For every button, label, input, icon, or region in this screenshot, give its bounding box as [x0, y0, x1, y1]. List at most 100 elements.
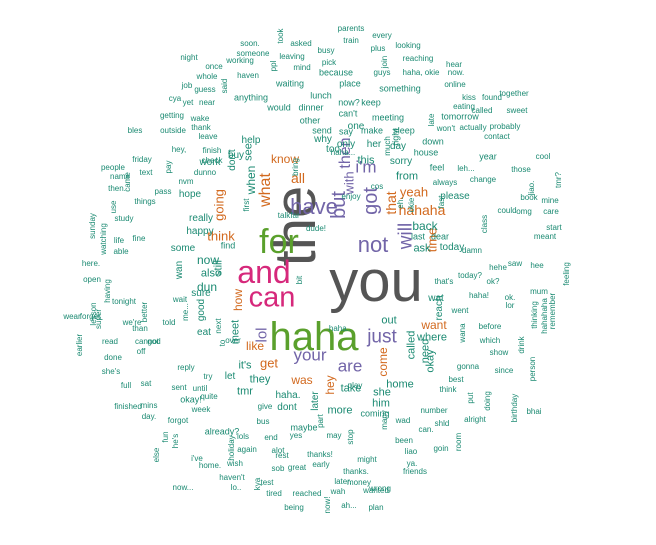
word-cloud-word: finish — [202, 146, 222, 155]
word-cloud-word: ask — [413, 242, 431, 255]
word-cloud-word: send — [312, 125, 332, 136]
word-cloud-word: forgot — [167, 416, 189, 425]
word-cloud-word: those — [511, 165, 531, 174]
word-cloud-word: next — [214, 318, 223, 334]
word-cloud-word: parents — [337, 24, 365, 33]
word-cloud-word: me... — [181, 303, 190, 321]
word-cloud-word: been — [395, 436, 413, 445]
word-cloud-word: because — [318, 67, 354, 78]
word-cloud-word: start — [546, 223, 562, 232]
word-cloud-word: how — [231, 288, 245, 312]
word-cloud-word: then. — [108, 184, 126, 193]
word-cloud-word: already? — [204, 426, 240, 437]
word-cloud-word: yeah — [399, 184, 429, 200]
word-cloud-word: eating — [453, 102, 475, 111]
word-cloud-word: too — [326, 144, 340, 155]
word-cloud-word: tonight — [111, 297, 137, 306]
word-cloud-word: sunday — [88, 213, 97, 239]
word-cloud-word: hahahaha — [540, 298, 549, 334]
word-cloud-word: sob — [271, 464, 285, 473]
word-cloud-word: friday — [132, 155, 152, 164]
word-cloud-word: full — [120, 381, 132, 390]
word-cloud-word: omg — [516, 207, 532, 216]
word-cloud-word: all — [290, 170, 306, 186]
word-cloud-word: she — [373, 386, 391, 399]
word-cloud-word: keep — [361, 97, 381, 108]
word-cloud-word: put — [466, 392, 475, 404]
word-cloud-word: train — [343, 36, 359, 45]
word-cloud-word: lols — [236, 432, 250, 441]
word-cloud-word: week — [191, 405, 211, 414]
word-cloud-word: happy — [186, 226, 214, 237]
word-cloud-word: hehe — [489, 263, 507, 272]
word-cloud-word: goin — [433, 444, 449, 453]
word-cloud-word: ppl — [269, 60, 278, 72]
word-cloud-word: actually — [459, 123, 487, 132]
word-cloud-word: sure — [191, 288, 211, 299]
word-cloud-word: person — [528, 356, 537, 382]
word-cloud-word: earlier — [75, 333, 84, 357]
word-cloud-word: use — [109, 200, 118, 214]
word-cloud-word: we're — [122, 318, 142, 327]
word-cloud-word: finished — [114, 402, 142, 411]
word-cloud-word: something — [379, 83, 421, 94]
word-cloud-word: nvm — [178, 177, 194, 186]
word-cloud-word: say — [338, 126, 354, 137]
word-cloud-word: mine — [541, 196, 559, 205]
word-cloud-word: wait — [172, 295, 188, 304]
word-cloud-word: coming — [360, 408, 390, 419]
word-cloud-word: home. — [198, 461, 222, 470]
word-cloud-word: part — [316, 414, 325, 428]
word-cloud-word: later — [310, 391, 321, 411]
word-cloud-word: also — [200, 267, 222, 280]
word-cloud-word: went — [451, 306, 469, 315]
word-cloud-word: today? — [457, 271, 483, 280]
word-cloud-word: study — [114, 214, 134, 223]
word-cloud-word: since — [494, 366, 514, 375]
word-cloud-word: friends — [402, 467, 428, 476]
word-cloud-word: wear — [63, 312, 81, 321]
word-cloud-word: enjoy — [341, 192, 361, 201]
word-cloud-word: this — [357, 154, 375, 167]
word-cloud-word: having — [103, 279, 112, 303]
word-cloud-word: right — [390, 128, 401, 146]
word-cloud-word: wad — [395, 416, 411, 425]
word-cloud-word: life — [113, 236, 125, 245]
word-cloud-word: thank — [191, 123, 211, 132]
word-cloud-word: think — [439, 385, 457, 394]
word-cloud-word: come — [376, 347, 390, 377]
word-cloud-word: to — [218, 339, 227, 347]
word-cloud-word: said — [220, 78, 229, 94]
word-cloud-word: getting — [159, 111, 185, 120]
word-cloud-word: show — [489, 348, 509, 357]
word-cloud-word: some — [170, 243, 196, 254]
word-cloud-word: bit — [295, 275, 304, 285]
word-cloud-word: liao — [404, 447, 418, 456]
word-cloud-word: they — [249, 373, 271, 386]
word-cloud-word: ok. — [504, 293, 516, 302]
word-cloud-word: stop — [346, 429, 355, 445]
word-cloud-word: give — [257, 402, 273, 411]
word-cloud-word: later. — [334, 477, 352, 486]
word-cloud-word: name — [109, 172, 131, 181]
word-cloud-word: doing — [483, 391, 492, 411]
word-cloud-word: much — [383, 136, 392, 156]
word-cloud-word: saw — [507, 259, 523, 268]
word-cloud-word: hey, — [171, 145, 187, 154]
word-cloud-word: cannot — [134, 337, 160, 346]
word-cloud-word: early — [312, 460, 330, 469]
word-cloud-word: ah... — [341, 501, 357, 510]
word-cloud-word: fast — [437, 195, 446, 209]
word-cloud-word: shld — [434, 419, 450, 428]
word-cloud-word: looking — [395, 41, 421, 50]
word-cloud-word: until — [192, 384, 208, 393]
word-cloud-word: took — [276, 28, 285, 44]
word-cloud-word: last — [410, 231, 426, 242]
word-cloud-word: cya — [168, 94, 182, 103]
word-cloud-word: able — [113, 247, 129, 256]
word-cloud-word: quite — [200, 392, 218, 401]
word-cloud-word: pass — [154, 187, 172, 196]
word-cloud-word: take — [340, 382, 362, 395]
word-cloud-word: are — [337, 356, 363, 376]
word-cloud-word: over — [225, 336, 241, 345]
